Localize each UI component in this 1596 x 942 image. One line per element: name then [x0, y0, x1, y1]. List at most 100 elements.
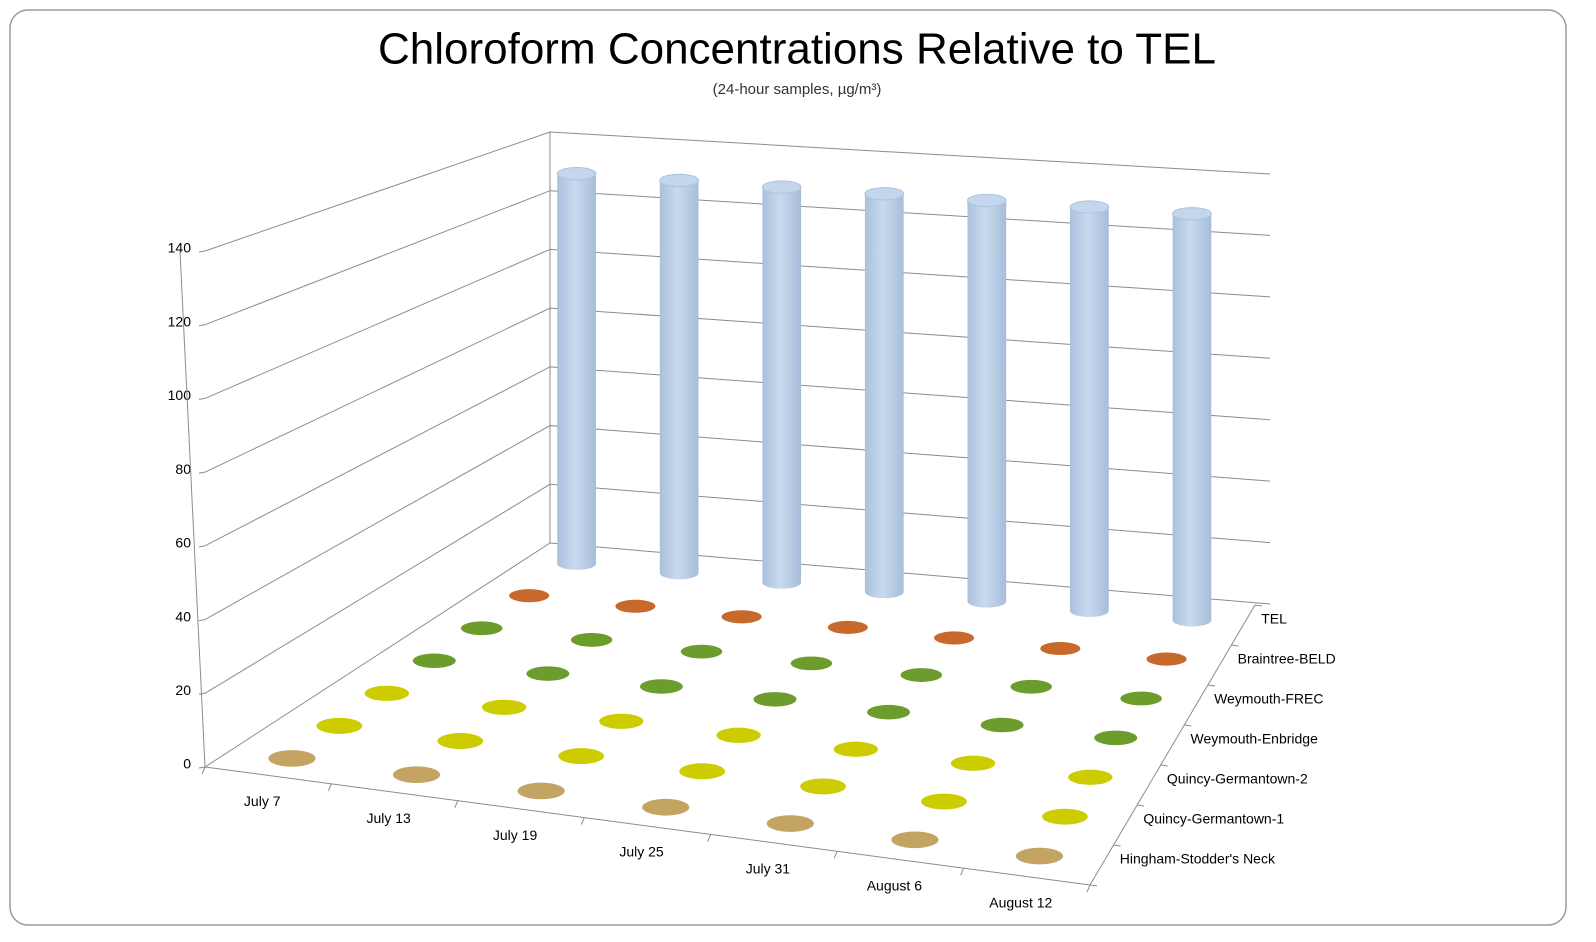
- cylinder: [800, 778, 846, 795]
- y-tick-label: 40: [175, 608, 191, 624]
- x-tick-mark: [454, 800, 459, 808]
- cylinder: [615, 599, 656, 613]
- x-tick-label: July 19: [493, 827, 538, 843]
- disk: [1041, 808, 1088, 825]
- x-tick-mark: [960, 867, 965, 876]
- x-tick-label: July 25: [619, 844, 664, 860]
- y-tick-mark: [198, 324, 206, 327]
- cylinder: [1015, 847, 1064, 865]
- cylinder: [392, 766, 441, 784]
- depth-tick-mark: [1137, 804, 1145, 807]
- y-tick-mark: [198, 692, 206, 695]
- cylinder: [599, 713, 644, 729]
- cylinder: [639, 679, 683, 694]
- x-tick-label: July 13: [366, 810, 411, 826]
- cylinder: [1094, 730, 1138, 746]
- cylinder: [481, 699, 527, 715]
- depth-tick-mark: [1160, 764, 1168, 767]
- series-label: Hingham-Stodder's Neck: [1120, 851, 1276, 867]
- disk: [1146, 652, 1187, 666]
- cylinder-body: [1172, 213, 1212, 627]
- cylinder-body: [967, 200, 1007, 608]
- cylinder: [761, 180, 802, 589]
- x-tick-mark: [327, 783, 332, 792]
- disk: [1094, 730, 1138, 746]
- disk: [1010, 679, 1053, 694]
- disk: [867, 704, 911, 720]
- depth-tick-mark: [1254, 604, 1263, 607]
- cylinder: [934, 631, 975, 645]
- cylinder: [827, 620, 868, 634]
- depth-tick-mark: [1184, 724, 1192, 727]
- cylinder: [921, 793, 967, 810]
- y-tick-mark: [198, 250, 206, 253]
- disk: [980, 717, 1024, 733]
- disk: [900, 668, 943, 682]
- disk: [437, 733, 484, 749]
- y-tick-label: 20: [175, 682, 191, 698]
- disk: [891, 831, 939, 849]
- cylinder-top: [1069, 200, 1110, 214]
- disk: [570, 633, 613, 647]
- y-tick-label: 0: [183, 756, 191, 772]
- cylinder: [864, 187, 905, 599]
- cylinder-body: [762, 187, 802, 589]
- disk: [721, 610, 762, 624]
- depth-tick-mark: [1089, 884, 1098, 887]
- disk: [921, 793, 967, 810]
- disk: [753, 692, 797, 707]
- cylinder: [721, 610, 762, 624]
- depth-tick-mark: [1231, 644, 1239, 647]
- cylinder: [412, 653, 456, 669]
- series-label: Quincy-Germantown-1: [1143, 811, 1284, 827]
- series-label: Quincy-Germantown-2: [1167, 771, 1308, 787]
- disk: [392, 766, 441, 784]
- disk: [827, 620, 868, 634]
- disk: [934, 631, 975, 645]
- y-tick-label: 80: [175, 461, 191, 477]
- cylinder: [659, 173, 700, 580]
- cylinder: [966, 193, 1007, 608]
- disk: [481, 699, 527, 715]
- y-tick-mark: [198, 545, 206, 548]
- disk: [639, 679, 683, 694]
- x-axis: [204, 766, 1091, 886]
- disk: [316, 717, 363, 734]
- cylinder: [867, 704, 911, 720]
- series-label: Weymouth-FREC: [1214, 691, 1323, 707]
- x-tick-label: August 12: [989, 894, 1052, 910]
- cylinder: [1041, 808, 1088, 825]
- cylinder-top: [556, 167, 597, 181]
- disk: [1015, 847, 1064, 865]
- cylinder: [716, 727, 761, 743]
- disk: [950, 755, 996, 771]
- cylinder: [570, 633, 613, 647]
- cylinder-body: [659, 180, 699, 580]
- cylinder: [679, 763, 726, 780]
- cylinder: [316, 717, 363, 734]
- cylinder: [753, 692, 797, 707]
- cylinder: [1172, 207, 1212, 627]
- cylinder: [680, 644, 723, 659]
- chart-subtitle: (24-hour samples, µg/m³): [713, 81, 882, 98]
- cylinder: [642, 798, 690, 816]
- cylinder: [268, 750, 316, 767]
- disk: [1068, 769, 1113, 785]
- cylinder-top: [659, 173, 700, 188]
- cylinder-body: [1070, 207, 1109, 618]
- cylinder-top: [966, 193, 1007, 208]
- disk: [833, 741, 879, 757]
- x-tick-label: July 31: [746, 861, 791, 877]
- cylinder: [364, 685, 410, 701]
- x-tick-mark: [201, 766, 206, 775]
- cylinder-top: [761, 180, 802, 194]
- x-tick-label: July 7: [244, 793, 281, 809]
- y-tick-label: 140: [168, 240, 192, 256]
- depth-tick-mark: [1113, 844, 1121, 847]
- disk: [679, 763, 726, 780]
- depth-tick-mark: [1207, 684, 1215, 687]
- disk: [558, 748, 605, 765]
- cylinder-body: [864, 193, 904, 599]
- disk: [800, 778, 846, 795]
